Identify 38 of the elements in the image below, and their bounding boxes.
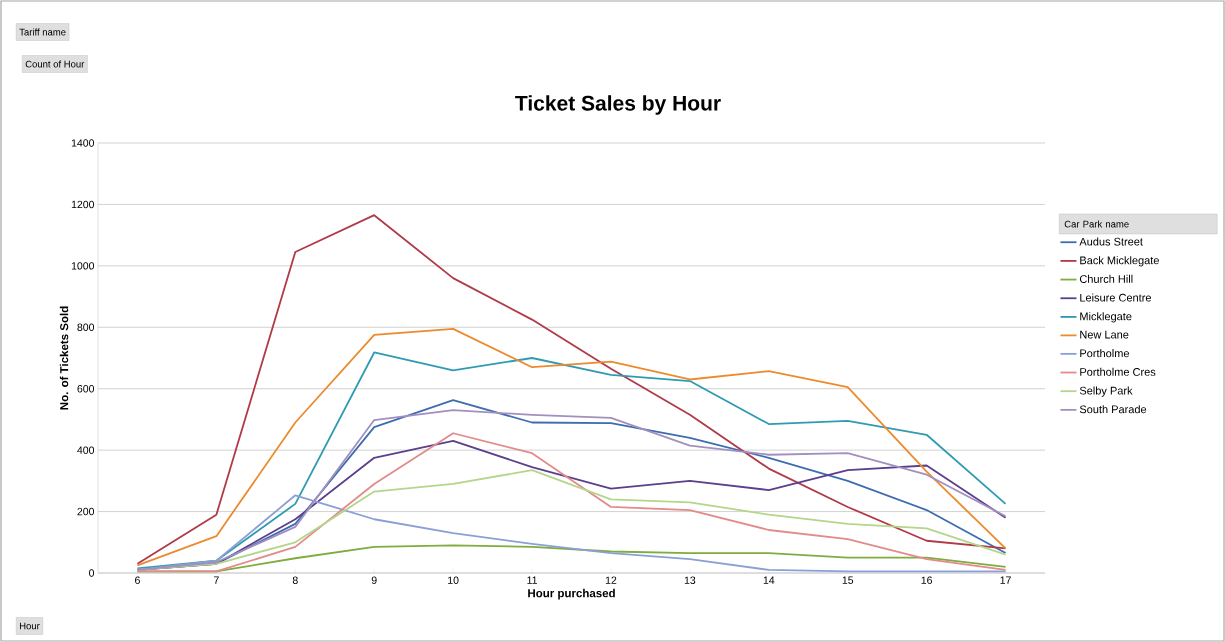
text: Count of Hour xyxy=(25,60,85,68)
legend-label: Selby Park xyxy=(1079,386,1133,397)
x-tick-label: 6 xyxy=(135,576,140,584)
legend-label: Back Micklegate xyxy=(1080,256,1159,267)
y-tick-label: 1400 xyxy=(71,139,95,147)
text: Hour xyxy=(19,622,40,630)
x-tick-label: 16 xyxy=(921,576,933,584)
y-tick-label: 1200 xyxy=(71,200,95,209)
x-tick-label: 13 xyxy=(684,576,696,584)
line-series xyxy=(136,214,1007,565)
legend-title: Car Park name xyxy=(1064,220,1129,228)
legend-label: Micklegate xyxy=(1080,312,1132,323)
x-tick-label: 10 xyxy=(448,576,459,584)
x-tick-label: 17 xyxy=(1000,576,1011,584)
legend-label: Portholme Cres xyxy=(1080,367,1156,376)
x-axis-title: Hour purchased xyxy=(528,588,615,600)
y-tick-label: 400 xyxy=(77,446,95,454)
chart-title: Ticket Sales by Hour xyxy=(515,95,721,115)
x-tick-label: 7 xyxy=(213,576,219,584)
y-tick-label: 1000 xyxy=(71,262,95,270)
y-axis-title: No. of Tickets Sold xyxy=(59,306,69,410)
legend-label: New Lane xyxy=(1080,330,1129,339)
legend-label: Portholme xyxy=(1080,349,1130,358)
x-tick-label: 8 xyxy=(292,576,298,584)
legend-label: South Parade xyxy=(1079,405,1147,414)
x-tick-label: 15 xyxy=(842,576,854,584)
y-tick-label: 0 xyxy=(89,569,95,577)
x-tick-label: 14 xyxy=(763,576,775,584)
x-tick-label: 12 xyxy=(605,576,617,584)
legend-label: Church Hill xyxy=(1079,274,1133,283)
y-tick-label: 600 xyxy=(77,385,95,393)
legend-label: Audus Street xyxy=(1079,237,1143,246)
text: Tariff name xyxy=(19,28,66,36)
x-tick-label: 11 xyxy=(527,576,537,584)
y-tick-label: 200 xyxy=(77,507,95,516)
x-tick-label: 9 xyxy=(371,576,377,584)
y-tick-label: 800 xyxy=(77,323,95,332)
legend-label: Leisure Centre xyxy=(1080,293,1152,302)
